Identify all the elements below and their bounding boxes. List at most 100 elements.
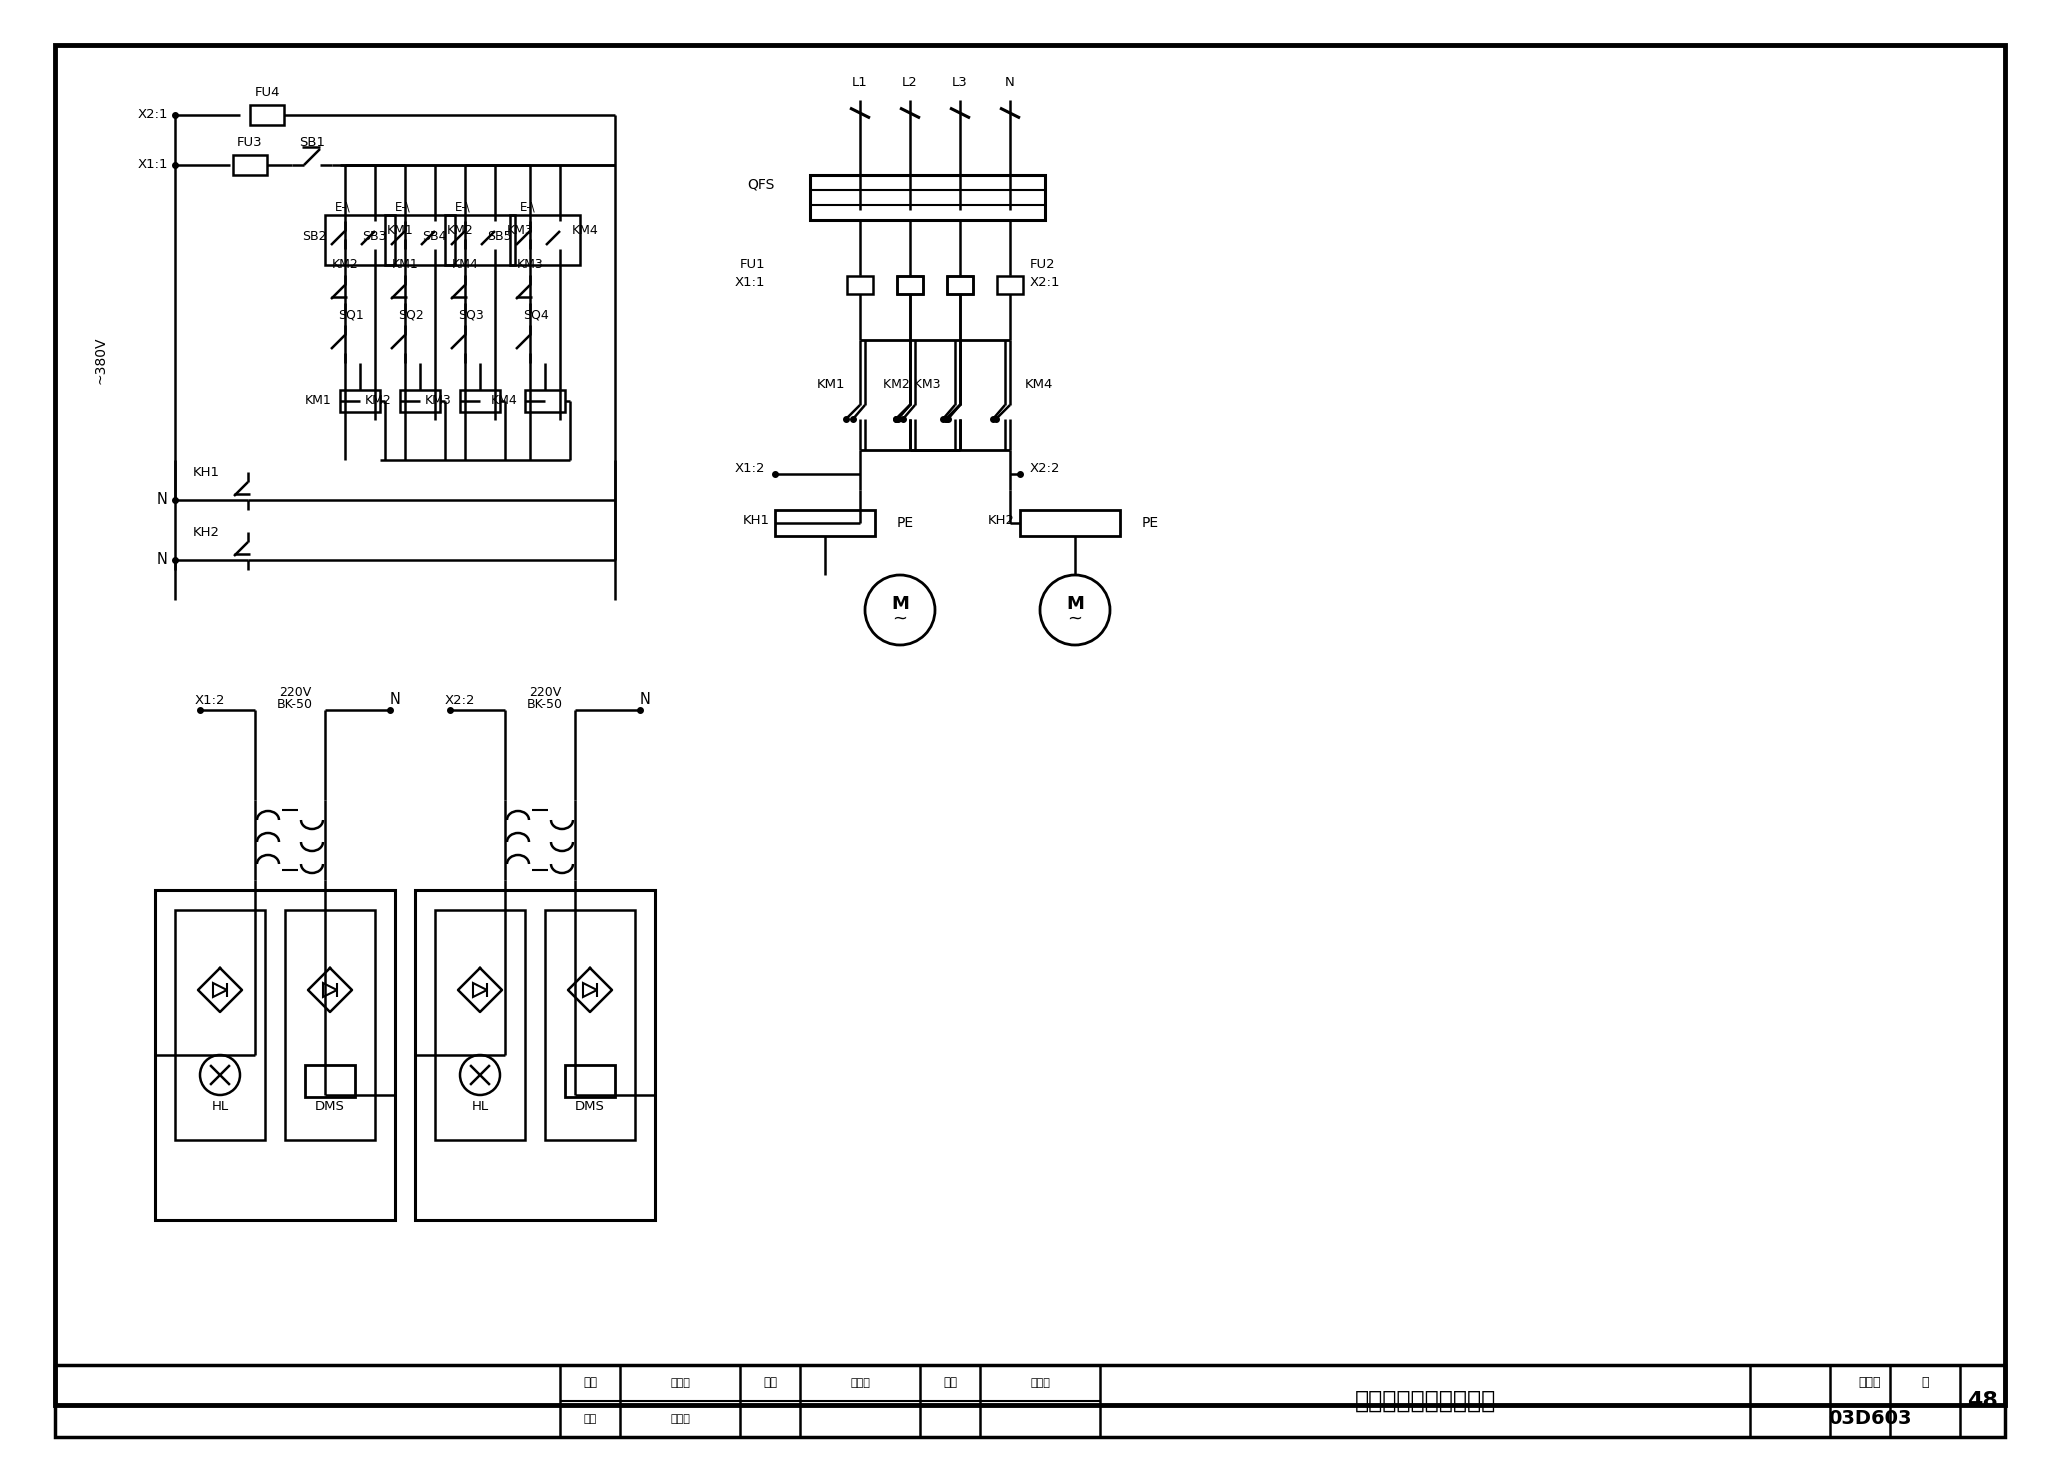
Text: KM4: KM4 [453,258,479,271]
Bar [174,911,264,1139]
Text: X1:1: X1:1 [137,159,168,172]
Polygon shape [584,983,598,997]
Text: SB4: SB4 [422,230,446,243]
Text: X2:2: X2:2 [444,694,475,707]
Circle shape [864,576,936,645]
Text: 220V: 220V [279,685,311,698]
Text: X1:2: X1:2 [735,462,766,475]
Bar [510,216,580,265]
Text: KM1: KM1 [391,258,418,271]
Text: E-\: E-\ [395,201,412,214]
Text: PE: PE [1141,516,1159,530]
Text: L2: L2 [901,76,918,89]
Text: KM1: KM1 [387,224,414,237]
Bar [250,105,285,125]
Text: SB1: SB1 [299,137,326,150]
Text: SB3: SB3 [362,230,387,243]
Text: E-\: E-\ [455,201,471,214]
Text: 03D603: 03D603 [1829,1409,1911,1428]
Bar [1020,510,1120,536]
Bar [399,390,440,412]
Text: FU2: FU2 [1030,258,1055,271]
Text: KM4: KM4 [571,224,598,237]
Bar [897,275,924,294]
Text: SB5: SB5 [487,230,512,243]
Bar [434,911,524,1139]
Text: KM1: KM1 [817,379,846,392]
Circle shape [201,1055,240,1096]
Bar [233,154,266,175]
Text: SB2: SB2 [303,230,328,243]
Bar [848,275,872,294]
Text: ~: ~ [893,610,907,628]
Text: L1: L1 [852,76,868,89]
Bar [444,216,514,265]
Text: N: N [639,692,651,708]
Text: N: N [389,692,401,708]
Bar [156,890,395,1220]
Text: X1:1: X1:1 [735,277,766,290]
Text: 图集号: 图集号 [1860,1377,1882,1390]
Text: X2:1: X2:1 [1030,277,1061,290]
Polygon shape [324,983,338,997]
Text: X2:1: X2:1 [137,108,168,121]
Text: 双开伸缩门电气原理图: 双开伸缩门电气原理图 [1354,1389,1495,1413]
Text: N: N [158,492,168,507]
Text: M: M [1067,594,1083,613]
Polygon shape [473,983,487,997]
Text: KH2: KH2 [987,513,1016,526]
Text: 审核: 审核 [584,1413,596,1423]
Text: SQ2: SQ2 [397,309,424,322]
Text: FU4: FU4 [254,86,281,99]
Bar [774,510,874,536]
Bar [385,216,455,265]
Text: X2:2: X2:2 [1030,462,1061,475]
Text: BK-50: BK-50 [526,698,563,711]
Text: KM4: KM4 [489,395,516,408]
Text: QFS: QFS [748,178,774,192]
Bar [545,911,635,1139]
Text: 审核: 审核 [584,1377,598,1390]
Bar [897,275,924,294]
Text: E-\: E-\ [336,201,350,214]
Text: KM3: KM3 [426,395,453,408]
Text: 页: 页 [1921,1377,1929,1390]
Text: KM3: KM3 [516,258,543,271]
Polygon shape [213,983,227,997]
Bar [524,390,565,412]
Text: DMS: DMS [575,1100,604,1113]
Text: KM2: KM2 [365,395,391,408]
Bar [946,275,973,294]
Text: HL: HL [471,1100,489,1113]
Text: 48: 48 [1966,1391,1997,1410]
Text: 丁新亚: 丁新亚 [850,1378,870,1389]
Text: KM2 KM3: KM2 KM3 [883,379,940,392]
Text: X1:2: X1:2 [195,694,225,707]
Text: 朱甫泉: 朱甫泉 [670,1413,690,1423]
Text: L3: L3 [952,76,969,89]
Text: KH2: KH2 [193,526,219,539]
Text: N: N [158,552,168,567]
Text: KH1: KH1 [743,513,770,526]
Text: KM3: KM3 [508,224,535,237]
Text: E-\: E-\ [520,201,537,214]
Bar [461,390,500,412]
Bar [55,1365,2005,1437]
Bar [340,390,381,412]
Circle shape [461,1055,500,1096]
Text: 设计: 设计 [942,1377,956,1390]
Text: ~: ~ [1067,610,1083,628]
Text: BK-50: BK-50 [276,698,313,711]
Text: 220V: 220V [528,685,561,698]
Text: FU1: FU1 [739,258,766,271]
Text: KM2: KM2 [446,224,473,237]
Text: KM1: KM1 [305,395,332,408]
Text: KH1: KH1 [193,465,219,478]
Bar [997,275,1024,294]
Text: SQ1: SQ1 [338,309,365,322]
Text: PE: PE [897,516,913,530]
Bar [305,1065,354,1097]
Text: FU3: FU3 [238,137,262,150]
Text: KM2: KM2 [332,258,358,271]
Text: 校对: 校对 [764,1377,776,1390]
